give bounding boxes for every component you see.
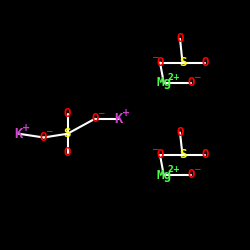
Text: −: − xyxy=(151,146,158,154)
Text: −: − xyxy=(46,128,53,136)
Text: S: S xyxy=(64,127,71,140)
Text: O: O xyxy=(156,148,164,162)
Text: Mg: Mg xyxy=(156,168,171,181)
Text: O: O xyxy=(64,107,71,120)
Text: −: − xyxy=(97,109,104,118)
Text: O: O xyxy=(176,126,184,139)
Text: K: K xyxy=(114,112,123,126)
Text: O: O xyxy=(188,168,195,181)
Text: O: O xyxy=(156,56,164,69)
Text: S: S xyxy=(179,148,186,162)
Text: K: K xyxy=(14,127,23,141)
Text: O: O xyxy=(64,146,71,159)
Text: −: − xyxy=(193,166,200,174)
Text: −: − xyxy=(151,53,158,62)
Text: 2+: 2+ xyxy=(168,72,181,82)
Text: O: O xyxy=(40,131,48,144)
Text: O: O xyxy=(188,76,195,89)
Text: 2+: 2+ xyxy=(168,165,181,174)
Text: O: O xyxy=(91,112,99,125)
Text: O: O xyxy=(176,32,184,45)
Text: −: − xyxy=(193,73,200,82)
Text: +: + xyxy=(22,123,30,133)
Text: Mg: Mg xyxy=(156,76,171,89)
Text: O: O xyxy=(201,56,209,69)
Text: S: S xyxy=(179,56,186,69)
Text: O: O xyxy=(201,148,209,162)
Text: +: + xyxy=(122,108,130,118)
